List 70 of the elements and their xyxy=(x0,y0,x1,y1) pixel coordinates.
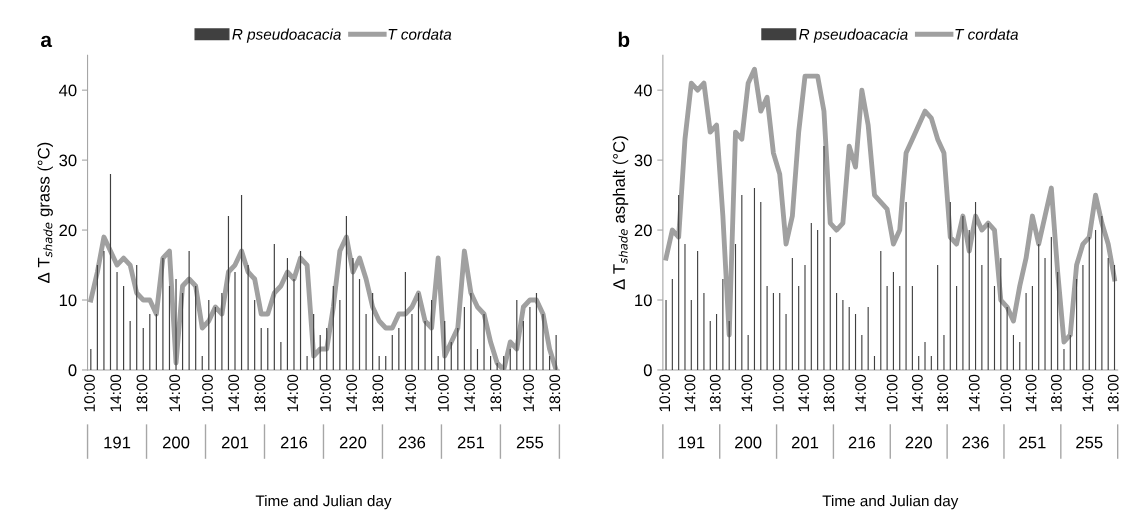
text: 216 xyxy=(848,436,876,449)
x-tick-label: 18:00 xyxy=(823,374,835,412)
text: 191 xyxy=(678,436,705,449)
text: 220 xyxy=(339,436,367,449)
x-tick-label: 18:00 xyxy=(372,374,384,412)
text: 220 xyxy=(905,436,932,449)
x-tick-label: 18:00 xyxy=(254,374,266,412)
x-tick-label: 14:00 xyxy=(169,374,181,412)
legend-label: R pseudoacacia xyxy=(232,28,341,43)
x-tick-label: 14:00 xyxy=(1082,374,1094,412)
x-tick-label: 18:00 xyxy=(136,374,148,412)
y-tick-label: 30 xyxy=(59,154,77,167)
x-tick-label: 14:00 xyxy=(684,374,696,412)
legend-label: T cordata xyxy=(388,28,452,40)
text: 191 xyxy=(104,436,131,449)
chart-title: a xyxy=(40,35,53,48)
x-tick-label: 18:00 xyxy=(709,374,721,412)
x-tick-label: 14:00 xyxy=(741,374,753,412)
x-tick-label: 10:00 xyxy=(320,374,331,412)
x-tick-label: 14:00 xyxy=(405,374,417,412)
y-axis-title: Δ T$_{shade}$ asphalt (°C) xyxy=(612,136,629,290)
x-tick-label: 14:00 xyxy=(287,374,299,412)
text: 251 xyxy=(457,436,485,449)
x-axis-title: Time and Julian day xyxy=(255,495,392,510)
text: 201 xyxy=(221,436,249,449)
text: 255 xyxy=(516,436,544,449)
text: 236 xyxy=(962,436,989,449)
text: 216 xyxy=(280,436,308,449)
text: 201 xyxy=(791,436,819,449)
x-tick-label: 14:00 xyxy=(464,374,476,412)
legend-label: R pseudoacacia xyxy=(799,28,908,43)
y-tick-label: 10 xyxy=(59,294,77,307)
x-tick-label: 14:00 xyxy=(1025,374,1037,412)
x-tick-label: 10:00 xyxy=(773,374,784,412)
y-tick-label: 40 xyxy=(634,84,652,97)
x-tick-label: 14:00 xyxy=(855,374,866,412)
text: 255 xyxy=(1076,436,1103,449)
x-tick-label: 10:00 xyxy=(438,374,449,412)
text: 200 xyxy=(162,436,190,449)
y-tick-label: 30 xyxy=(634,154,652,167)
x-axis-title: Time and Julian day xyxy=(822,495,959,510)
x-tick-label: 14:00 xyxy=(968,374,980,412)
x-tick-label: 10:00 xyxy=(659,374,671,412)
text: 236 xyxy=(398,436,426,449)
chart-title: b xyxy=(618,31,630,48)
x-tick-label: 14:00 xyxy=(228,374,240,412)
x-tick-label: 10:00 xyxy=(84,374,95,412)
x-tick-label: 10:00 xyxy=(886,374,898,412)
x-tick-label: 18:00 xyxy=(490,374,502,412)
text: 200 xyxy=(735,436,762,449)
x-tick-label: 18:00 xyxy=(1050,374,1062,412)
y-tick-label: 20 xyxy=(634,224,652,237)
x-tick-label: 14:00 xyxy=(911,374,923,412)
y-tick-label: 10 xyxy=(635,294,652,307)
y-tick-label: 0 xyxy=(643,364,652,377)
x-tick-label: 10:00 xyxy=(202,374,213,412)
x-tick-label: 10:00 xyxy=(1000,374,1012,412)
y-tick-label: 0 xyxy=(68,364,77,377)
x-tick-label: 14:00 xyxy=(346,374,358,412)
y-tick-label: 40 xyxy=(58,84,77,97)
x-tick-label: 18:00 xyxy=(1107,374,1119,412)
x-tick-label: 18:00 xyxy=(549,374,561,412)
x-tick-label: 14:00 xyxy=(523,374,535,412)
y-axis-title: Δ T$_{shade}$ grass (°C) xyxy=(37,142,53,283)
legend-label: T cordata xyxy=(955,28,1019,40)
x-tick-label: 14:00 xyxy=(798,374,810,412)
text: 251 xyxy=(1019,436,1046,449)
y-tick-label: 20 xyxy=(59,224,77,237)
x-tick-label: 18:00 xyxy=(937,374,949,412)
x-tick-label: 14:00 xyxy=(110,374,122,412)
